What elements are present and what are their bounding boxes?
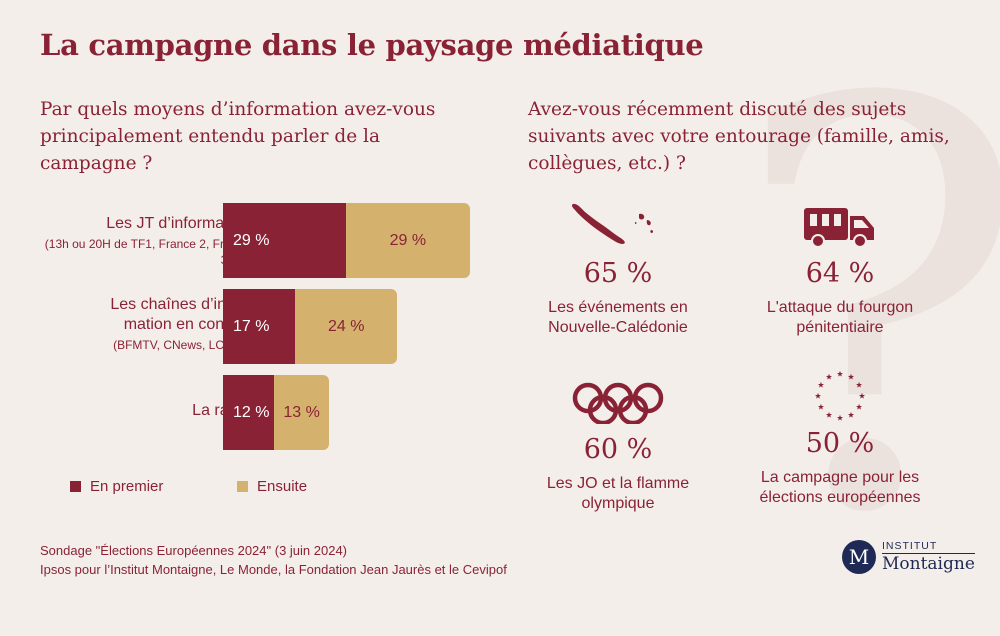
row-label: La radio: [35, 401, 250, 421]
stat-percent: 60 %: [583, 434, 653, 465]
right-question: Avez-vous récemment discuté des sujets s…: [528, 99, 950, 174]
bar-row-chaines: Les chaînes d’infor-mation en continu (B…: [40, 289, 500, 364]
left-question: Par quels moyens d’information avez-vous…: [40, 99, 436, 174]
bar-segment-first: 17 %: [223, 289, 296, 364]
eu-star: [825, 373, 833, 380]
logo-small-text: INSTITUT: [882, 540, 975, 554]
eu-star: [858, 392, 866, 399]
logo-big-text: Montaigne: [882, 554, 975, 574]
legend-item-then: Ensuite: [237, 478, 404, 495]
legend-swatch-then: [237, 481, 248, 492]
bar-value-label: 17 %: [233, 317, 270, 335]
eu-star: [814, 392, 822, 399]
institut-montaigne-logo: M INSTITUT Montaigne: [842, 540, 975, 574]
stat-label: La campagne pour les élections européenn…: [759, 469, 921, 506]
bar-value-label: 29 %: [233, 231, 270, 249]
olympic-rings-icon: [503, 374, 733, 424]
legend-swatch-first: [70, 481, 81, 492]
logo-wordmark: INSTITUT Montaigne: [882, 540, 975, 574]
row-label: Les JT d’information (13h ou 20H de TF1,…: [35, 214, 250, 268]
logo-emblem: M: [842, 540, 876, 574]
eu-star: [856, 403, 863, 410]
stat-percent: 64 %: [805, 258, 875, 289]
bar-value-label: 24 %: [328, 317, 365, 335]
source-line-2: Ipsos pour l’Institut Montaigne, Le Mond…: [40, 562, 507, 577]
bar-segment-then: 24 %: [295, 289, 398, 364]
row-label-main: Les JT d’information: [106, 215, 250, 232]
stat-label: L'attaque du fourgon pénitentiaire: [766, 299, 914, 336]
bar-row-radio: La radio 12 % 13 %: [40, 375, 500, 450]
legend-item-first: En premier: [70, 478, 237, 495]
row-label-main: Les chaînes d’infor-mation en continu: [110, 296, 250, 333]
stat-fourgon: 64 % L'attaque du fourgon pénitentiaire: [725, 198, 955, 338]
eu-star: [847, 411, 855, 418]
stat-percent: 50 %: [805, 428, 875, 459]
eu-star: [825, 411, 833, 418]
stat-jo: 60 % Les JO et la flamme olympique: [503, 374, 733, 514]
stat-label: Les événements en Nouvelle-Calédonie: [548, 299, 688, 336]
eu-star: [847, 373, 855, 380]
bar-value-label: 12 %: [233, 403, 270, 421]
stat-label: Les JO et la flamme olympique: [546, 475, 690, 512]
bar-segment-first: 12 %: [223, 375, 274, 450]
eu-star: [856, 381, 863, 388]
source-note: Sondage "Élections Européennes 2024" (3 …: [40, 541, 507, 579]
legend: En premier Ensuite: [70, 478, 404, 495]
row-label: Les chaînes d’infor-mation en continu (B…: [35, 295, 250, 353]
legend-label: En premier: [90, 478, 164, 495]
eu-star: [836, 370, 844, 377]
stat-europeennes: 50 % La campagne pour les élections euro…: [725, 370, 955, 508]
row-label-sub: (13h ou 20H de TF1, France 2, France 3, …: [44, 237, 250, 267]
source-line-1: Sondage "Élections Européennes 2024" (3 …: [40, 543, 348, 558]
eu-star: [817, 403, 824, 410]
prison-van-icon: [725, 198, 955, 248]
legend-label: Ensuite: [257, 478, 308, 495]
background-question-mark-icon: ?: [729, 0, 1000, 636]
stat-nouvelle-caledonie: 65 % Les événements en Nouvelle-Calédoni…: [503, 198, 733, 338]
eu-star: [836, 414, 844, 421]
page-title: La campagne dans le paysage médiatique: [40, 28, 704, 62]
bar-segment-first: 29 %: [223, 203, 347, 278]
bar-segment-then: 13 %: [274, 375, 330, 450]
eu-star: [817, 381, 824, 388]
stat-percent: 65 %: [583, 258, 653, 289]
row-label-sub: (BFMTV, CNews, LCI, …): [113, 338, 250, 352]
bar-segment-then: 29 %: [346, 203, 470, 278]
bar-value-label: 13 %: [283, 403, 320, 421]
eu-stars-icon: [725, 370, 955, 424]
new-caledonia-map-icon: [503, 198, 733, 248]
bar-value-label: 29 %: [389, 231, 427, 249]
bar-row-jt: Les JT d’information (13h ou 20H de TF1,…: [40, 203, 500, 278]
